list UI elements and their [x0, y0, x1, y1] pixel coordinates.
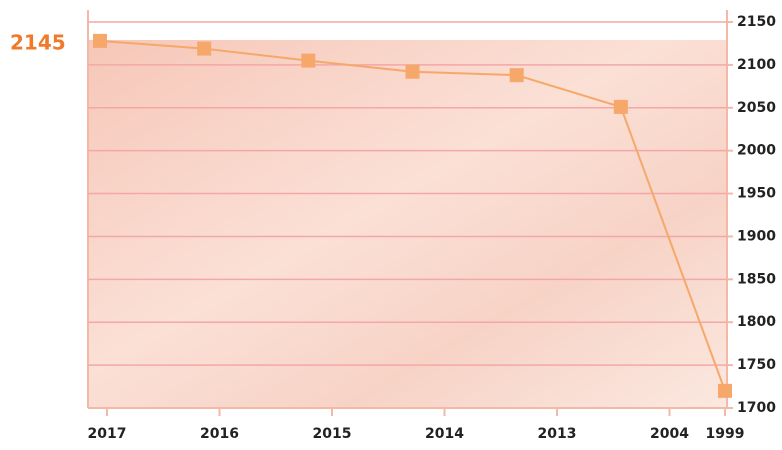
y-tick-label: 1700: [737, 400, 776, 416]
annotation: 2145: [10, 31, 66, 55]
y-tick-label: 2050: [737, 100, 776, 116]
data-point: [93, 33, 107, 48]
data-point: [301, 53, 316, 68]
y-tick-label: 1800: [737, 314, 776, 330]
x-tick-label: 2014: [425, 426, 464, 442]
data-point: [718, 383, 732, 398]
y-tick-label: 1900: [737, 228, 776, 244]
x-tick-label: 2017: [88, 426, 127, 442]
x-tick-label: 2013: [538, 426, 577, 442]
x-tick-label: 2015: [313, 426, 352, 442]
y-tick-label: 2100: [737, 57, 776, 73]
data-point: [197, 41, 212, 56]
x-tick-label: 2016: [200, 426, 239, 442]
y-tick-label: 2150: [737, 14, 776, 30]
plot-background: [88, 40, 727, 408]
y-tick-label: 1850: [737, 271, 776, 287]
data-point: [613, 99, 628, 114]
y-tick-label: 2000: [737, 143, 776, 159]
data-point: [405, 64, 420, 79]
y-tick-label: 1750: [737, 357, 776, 373]
y-tick-label: 1950: [737, 186, 776, 202]
x-tick-label: 1999: [706, 426, 745, 442]
x-tick-label: 2004: [650, 426, 689, 442]
data-point: [509, 68, 524, 83]
